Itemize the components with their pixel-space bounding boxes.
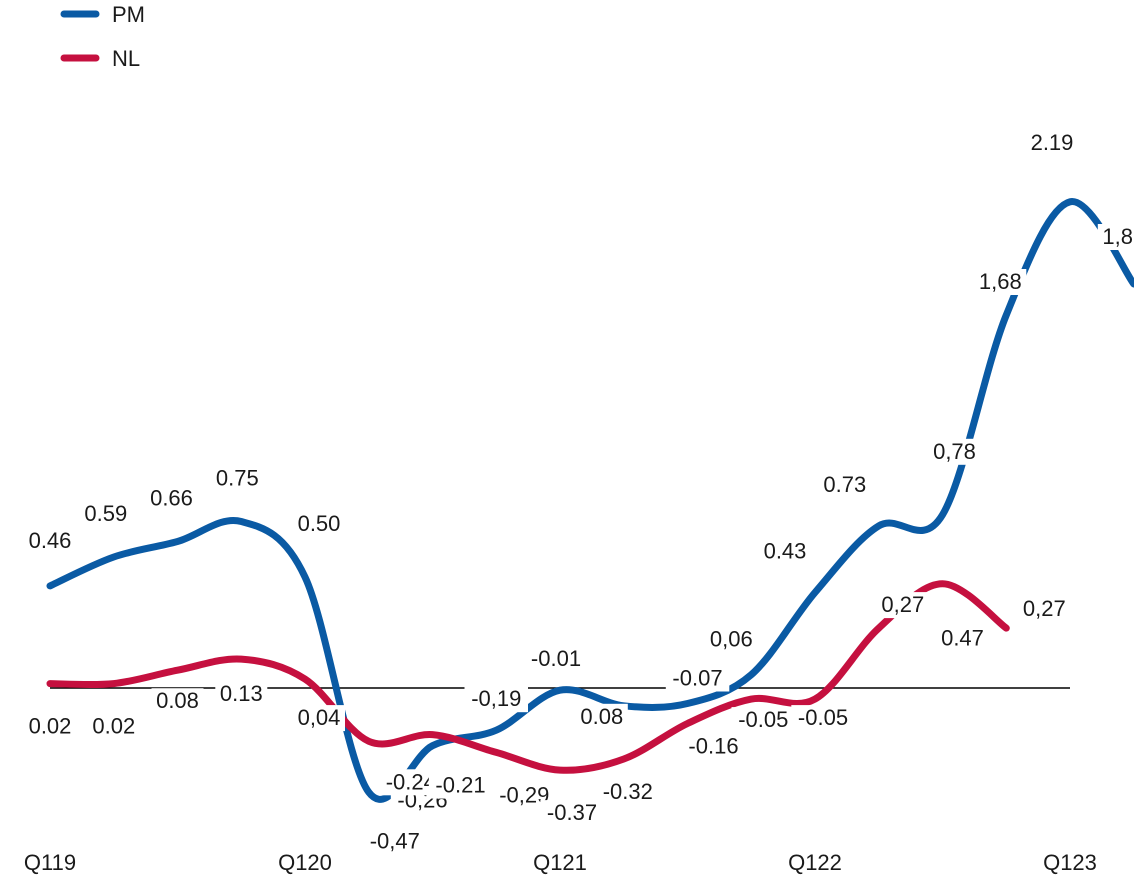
data-label-bg	[540, 800, 604, 827]
data-label-bg	[293, 705, 345, 732]
data-label-pm: 0.73	[823, 472, 866, 497]
data-label-bg	[936, 625, 989, 652]
data-label-pm: 0.46	[29, 528, 72, 553]
data-label-nl: 0.13	[220, 681, 263, 706]
data-label-pm: 0.75	[216, 466, 259, 491]
series-line-nl	[46, 580, 1010, 774]
data-label-pm: 0.50	[298, 511, 341, 536]
data-label-nl: 0,27	[881, 592, 924, 617]
series-line-pm	[46, 198, 1134, 803]
data-label-bg	[681, 733, 746, 760]
x-tick-label: Q121	[533, 850, 587, 875]
data-label-bg	[1026, 129, 1078, 156]
data-label-nl: 0.02	[29, 714, 72, 739]
data-label-nl: -0.21	[435, 773, 485, 798]
legend-label-pm: PM	[112, 2, 145, 27]
data-label-bg	[145, 485, 198, 512]
data-label-nl: -0.16	[688, 734, 738, 759]
data-label-bg	[1097, 224, 1134, 250]
data-label-bg	[596, 779, 660, 805]
x-tick-label: Q123	[1043, 850, 1097, 875]
data-label-bg	[818, 471, 871, 498]
data-label-nl: -0.37	[547, 800, 597, 825]
data-label-bg	[665, 665, 730, 692]
data-label-pm: -0.07	[672, 666, 722, 691]
data-label-pm: 0,06	[710, 627, 753, 652]
data-label-nl: -0.05	[738, 707, 788, 732]
data-label-bg	[575, 703, 628, 730]
data-label-pm: 2.19	[1031, 130, 1074, 155]
data-label-bg	[151, 688, 204, 715]
data-label-pm: 0.66	[150, 486, 193, 511]
data-label-pm: -0.01	[531, 646, 581, 671]
data-label-pm: 1,82	[1102, 224, 1134, 249]
data-label-bg	[928, 438, 981, 465]
data-label-bg	[363, 828, 427, 855]
data-label-layer: 0.460.590.660.750.50-0,47-0,26-0,19-0.01…	[24, 129, 1134, 855]
data-label-nl: -0.32	[603, 779, 653, 804]
data-label-nl: 0.08	[156, 688, 199, 713]
data-label-pm: 1,68	[979, 269, 1022, 294]
data-label-bg	[428, 772, 493, 799]
data-label-pm: 0.59	[84, 501, 127, 526]
data-label-bg	[974, 269, 1027, 295]
data-label-bg	[759, 538, 811, 565]
data-label-nl: -0.24	[386, 769, 436, 794]
x-tick-label: Q119	[24, 850, 76, 875]
data-label-pm: 0,78	[933, 439, 976, 464]
data-label-nl: -0.05	[798, 705, 848, 730]
data-label-bg	[524, 646, 588, 673]
data-label-bg	[87, 713, 140, 740]
legend-label-nl: NL	[112, 46, 140, 71]
data-label-nl: 0,27	[1023, 596, 1066, 621]
data-label-pm: 0.08	[580, 704, 623, 729]
data-label-nl: 0,04	[298, 705, 341, 730]
data-label-nl: 0.47	[941, 626, 984, 651]
data-label-bg	[876, 592, 929, 619]
data-label-bg	[731, 707, 795, 734]
x-tick-label: Q122	[788, 850, 842, 875]
data-label-bg	[24, 527, 76, 554]
data-label-nl: 0.02	[92, 714, 135, 739]
data-label-bg	[79, 501, 132, 527]
data-label-bg	[1018, 596, 1071, 623]
data-label-pm: -0,19	[471, 686, 521, 711]
x-tick-label: Q120	[278, 850, 332, 875]
data-label-bg	[464, 686, 528, 713]
data-label-bg	[215, 681, 268, 708]
data-label-bg	[293, 511, 345, 537]
data-label-bg	[705, 626, 758, 653]
data-label-bg	[24, 713, 76, 740]
data-label-pm: 0.43	[764, 539, 807, 564]
data-label-bg	[211, 465, 264, 492]
data-label-pm: -0,47	[370, 828, 420, 853]
data-label-bg	[791, 705, 855, 732]
series-layer	[46, 198, 1134, 803]
x-axis-ticks: Q119 Q120 Q121 Q122 Q123	[24, 850, 1097, 875]
legend: PM NL	[60, 2, 145, 71]
